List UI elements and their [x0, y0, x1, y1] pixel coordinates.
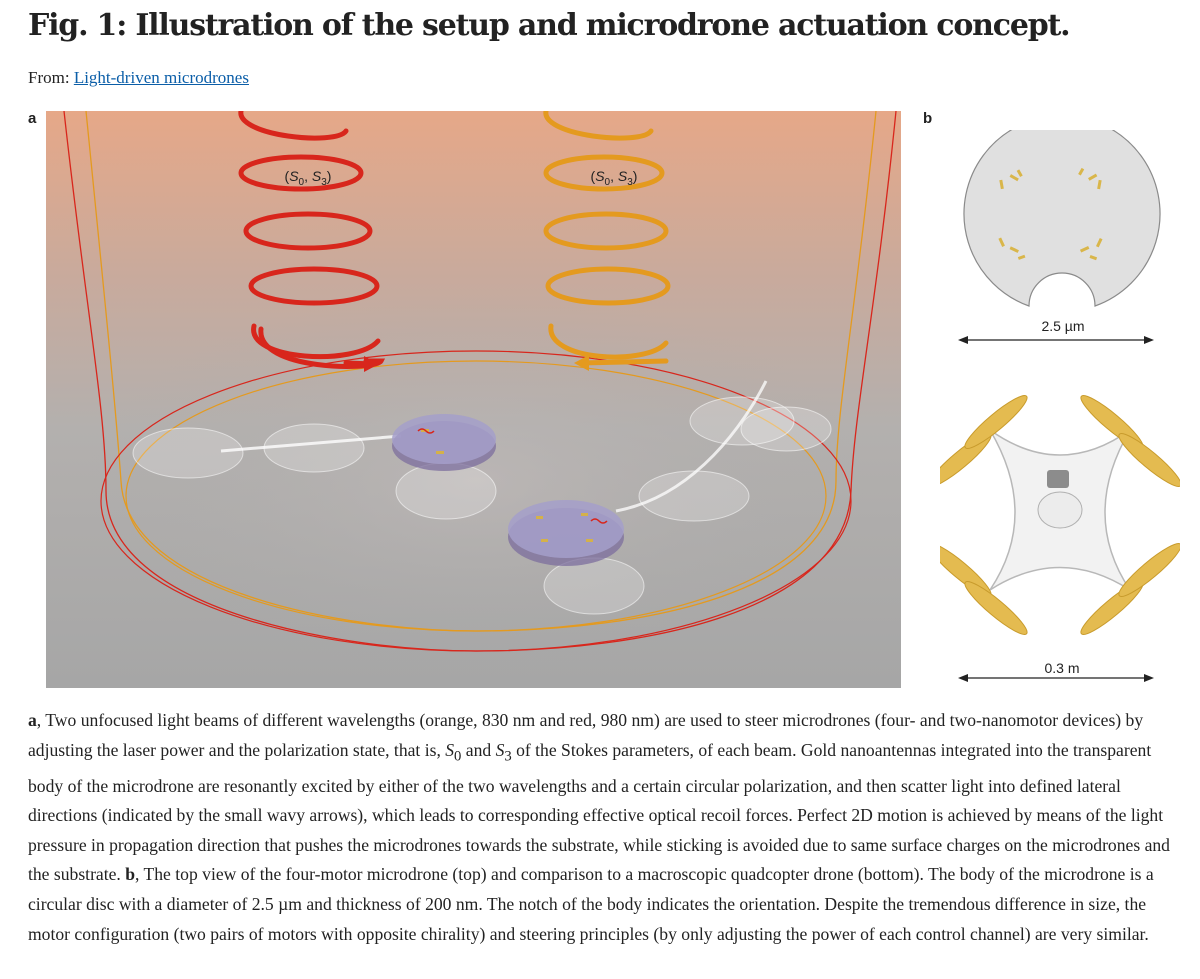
caption-and: and	[461, 739, 496, 760]
caption-text-b: , The top view of the four-motor microdr…	[28, 864, 1154, 944]
caption-s0: S	[445, 739, 455, 760]
four-motor-microdrone	[508, 500, 624, 566]
source-article-link[interactable]: Light-driven microdrones	[73, 68, 249, 87]
microdrone-trajectory-2	[615, 380, 768, 513]
caption-label-b: b	[125, 864, 136, 885]
microdrone-top-view	[963, 130, 1161, 307]
caption-label-a: a	[28, 710, 37, 730]
red-beam-spot	[100, 350, 852, 652]
svg-text:(S0, S3): (S0, S3)	[591, 168, 638, 188]
from-label: From:	[28, 68, 70, 87]
quadcopter-scale-bar	[958, 674, 1154, 682]
caption-s3-sub: 3	[504, 748, 512, 765]
quadcopter-top-view	[940, 395, 1180, 635]
microdrone-scale-label: 2.5 µm	[1041, 318, 1084, 334]
top-view-comparison: 2.5 µm 0.3 m	[940, 130, 1180, 682]
orange-beam-spot	[125, 360, 827, 632]
caption-text-a2: of the Stokes parameters, of each beam. …	[28, 739, 1170, 885]
figure-title: Fig. 1: Illustration of the setup and mi…	[28, 8, 1071, 43]
panel-b-label: b	[923, 110, 933, 127]
figure-caption: a, Two unfocused light beams of differen…	[28, 706, 1188, 949]
substrate-glow	[86, 291, 866, 671]
quadcopter-scale-label: 0.3 m	[1044, 660, 1079, 676]
orange-polarization-helix	[543, 111, 671, 371]
microdrone-scale-bar	[958, 336, 1154, 344]
red-polarization-helix	[238, 111, 386, 372]
panel-a-label: a	[28, 110, 37, 127]
nanoantennas	[998, 167, 1103, 261]
two-motor-microdrone	[392, 414, 496, 471]
ghost-microdrones	[132, 396, 832, 615]
setup-illustration: (S0, S3) (S0, S3)	[46, 111, 901, 688]
from-line: From: Light-driven microdrones	[28, 68, 249, 88]
microdrone-trajectory-1	[220, 434, 402, 453]
caption-s0-sub: 0	[454, 748, 462, 765]
orange-beam-stokes-label: (S0, S3)	[591, 168, 638, 188]
red-beam-stokes-label: (S0, S3)	[285, 168, 332, 188]
svg-text:(S0, S3): (S0, S3)	[285, 168, 332, 188]
propellers	[940, 395, 1180, 635]
caption-s3: S	[495, 739, 505, 760]
caption-text-a1: , Two unfocused light beams of different…	[28, 710, 1144, 760]
